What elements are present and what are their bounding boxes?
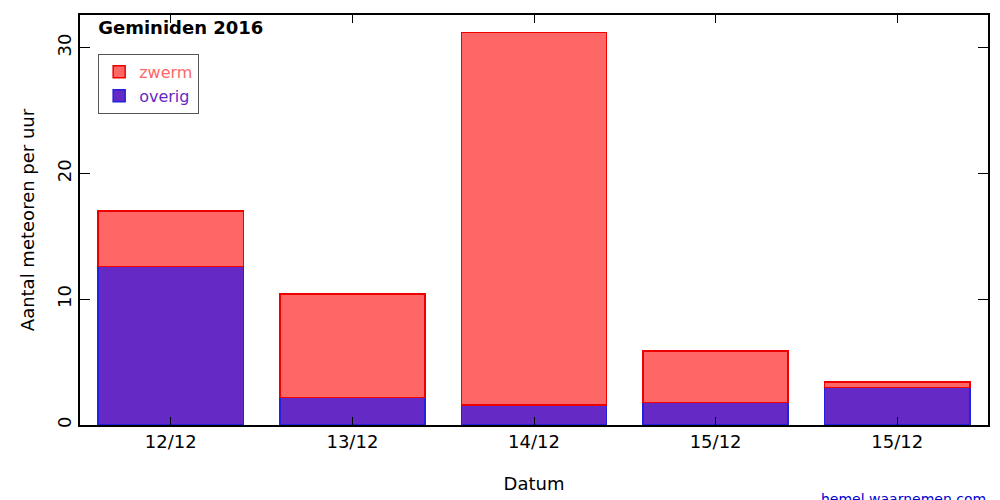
svg-text:Geminiden 2016: Geminiden 2016	[98, 17, 263, 38]
svg-text:zwerm: zwerm	[139, 63, 192, 82]
svg-text:14/12: 14/12	[508, 431, 560, 452]
svg-text:15/12: 15/12	[690, 431, 742, 452]
svg-text:15/12: 15/12	[871, 431, 923, 452]
svg-text:20: 20	[54, 159, 75, 182]
svg-text:13/12: 13/12	[326, 431, 378, 452]
svg-text:hemel.waarnemen.com: hemel.waarnemen.com	[821, 491, 986, 500]
svg-text:10: 10	[54, 285, 75, 308]
svg-text:Datum: Datum	[504, 473, 565, 494]
svg-text:12/12: 12/12	[145, 431, 197, 452]
svg-text:overig: overig	[139, 87, 189, 106]
svg-text:0: 0	[54, 417, 75, 428]
svg-text:30: 30	[54, 34, 75, 57]
svg-text:Aantal meteoren per uur: Aantal meteoren per uur	[17, 108, 38, 331]
